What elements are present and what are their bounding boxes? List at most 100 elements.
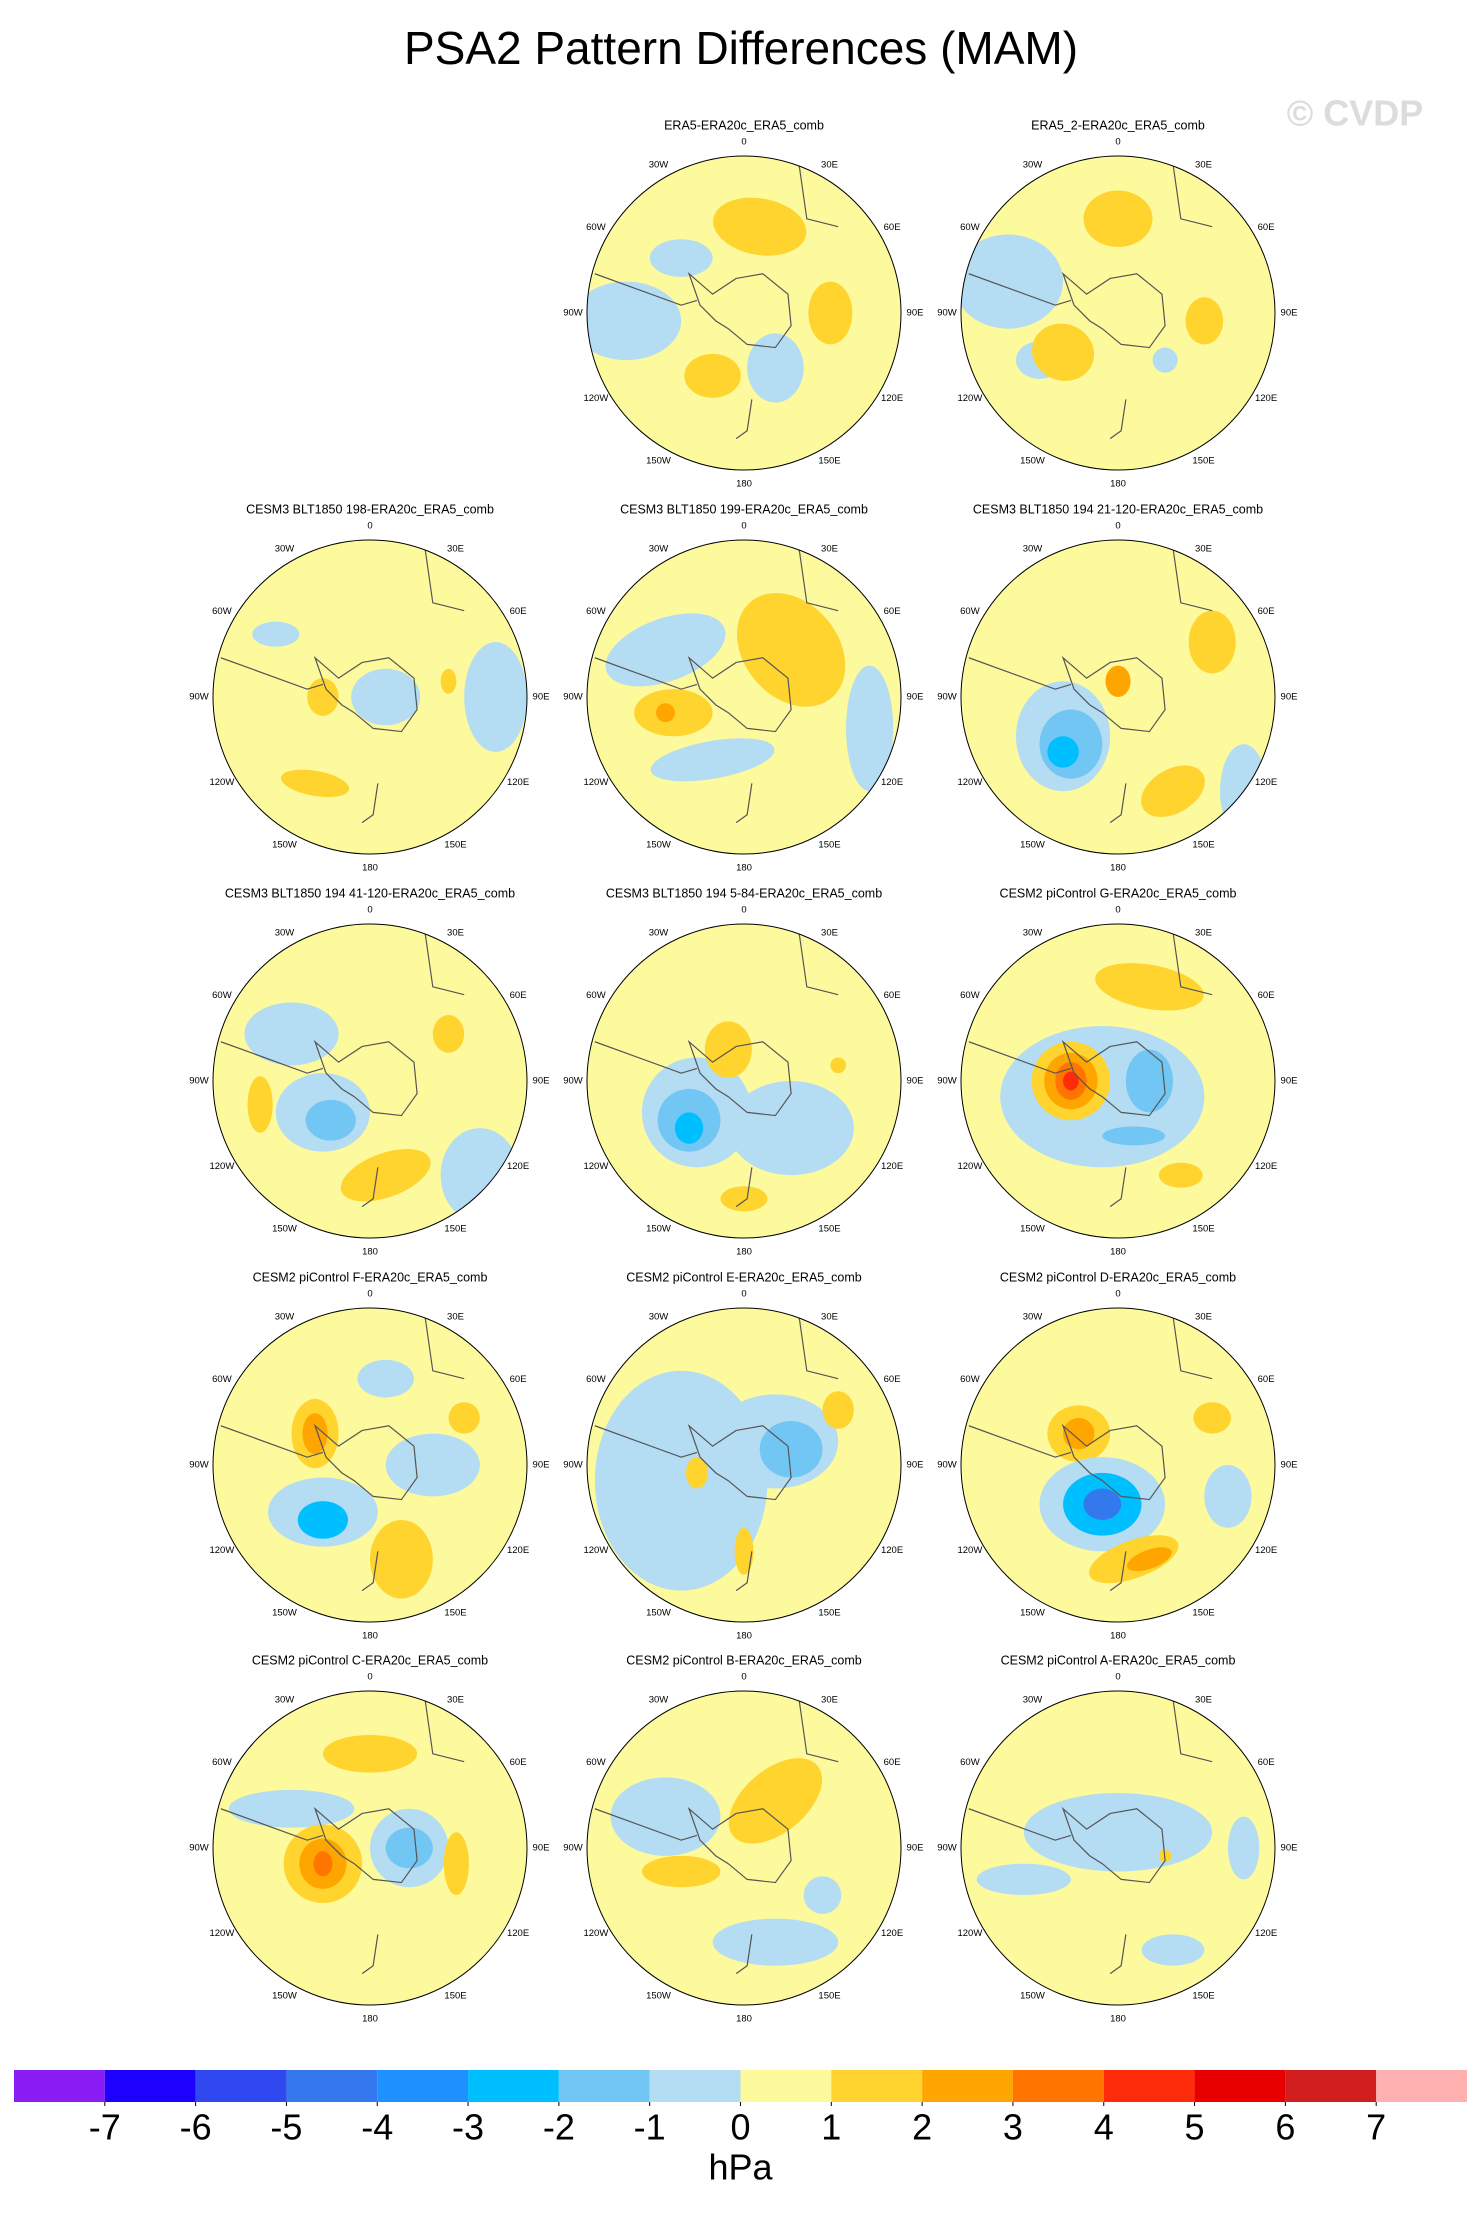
longitude-label: 60E <box>884 990 901 1001</box>
longitude-label: 180 <box>1110 479 1126 490</box>
panel-title: CESM3 BLT1850 198-ERA20c_ERA5_comb <box>246 502 494 516</box>
longitude-label: 60E <box>884 222 901 233</box>
longitude-label: 30W <box>649 927 669 938</box>
longitude-label: 60W <box>212 1757 232 1768</box>
longitude-label: 150E <box>444 1224 466 1235</box>
coastline <box>361 783 379 824</box>
coastline <box>968 1425 1072 1458</box>
longitude-label: 60W <box>212 1374 232 1385</box>
map-field <box>961 924 1275 1238</box>
coastline <box>594 1041 698 1074</box>
coastline <box>220 1425 324 1458</box>
longitude-label: 60E <box>1258 222 1275 233</box>
watermark: © CVDP <box>1287 93 1424 134</box>
longitude-label: 150W <box>1020 1608 1045 1619</box>
colorbar-box <box>14 2070 105 2102</box>
map-border <box>960 1690 1276 2006</box>
longitude-label: 60E <box>510 1374 527 1385</box>
contour-region <box>340 1149 431 1202</box>
longitude-label: 150E <box>1192 840 1214 851</box>
longitude-label: 120E <box>507 1161 529 1172</box>
longitude-label: 60W <box>960 606 980 617</box>
map-panel: CESM2 piControl C-ERA20c_ERA5_comb 0 30E 60… <box>189 1653 549 2024</box>
coastline <box>361 1167 379 1208</box>
longitude-label: 150E <box>818 1224 840 1235</box>
contour-region <box>685 1457 708 1489</box>
contour-region <box>587 281 682 361</box>
contour-region <box>1188 610 1236 674</box>
map-border <box>212 923 528 1239</box>
longitude-label: 30W <box>1023 927 1043 938</box>
contour-region <box>728 1081 854 1176</box>
map-background <box>213 1308 527 1622</box>
map-border <box>960 1307 1276 1623</box>
colorbar-box <box>740 2070 832 2102</box>
longitude-label: 0 <box>367 521 372 532</box>
contour-region <box>351 668 421 726</box>
longitude-label: 90E <box>533 1460 550 1471</box>
contour-region <box>759 1421 823 1478</box>
map-field <box>961 1308 1275 1622</box>
map-panel: CESM3 BLT1850 194 5-84-ERA20c_ERA5_comb 0… <box>563 886 923 1257</box>
map-panel: CESM3 BLT1850 198-ERA20c_ERA5_comb 0 30E 60… <box>189 502 549 873</box>
map-field <box>961 1691 1275 2005</box>
longitude-label: 0 <box>741 521 746 532</box>
longitude-label: 30E <box>821 159 838 170</box>
longitude-label: 90E <box>533 1843 550 1854</box>
map-border <box>212 1690 528 2006</box>
coastline <box>798 163 839 228</box>
longitude-label: 180 <box>362 1631 378 1642</box>
longitude-label: 30W <box>1023 159 1043 170</box>
longitude-label: 120W <box>957 1545 982 1556</box>
map-panel: CESM3 BLT1850 194 21-120-ERA20c_ERA5_com… <box>937 502 1297 873</box>
contour-region <box>976 1863 1071 1896</box>
map-field <box>961 156 1275 470</box>
contour-region <box>1105 665 1131 697</box>
longitude-label: 0 <box>367 1672 372 1683</box>
coastline <box>735 783 753 824</box>
longitude-label: 0 <box>1115 905 1120 916</box>
longitude-label: 120E <box>1255 393 1277 404</box>
contour-region <box>704 1021 752 1078</box>
longitude-label: 150W <box>646 840 671 851</box>
longitude-label: 90W <box>189 1460 209 1471</box>
coastline <box>687 1806 792 1884</box>
map-panel: ERA5_2-ERA20c_ERA5_comb 0 30E 60E 90E 120E 150… <box>937 118 1297 489</box>
colorbar-tick-label: 2 <box>912 2107 932 2148</box>
longitude-label: 30E <box>1195 1311 1212 1322</box>
longitude-label: 150W <box>1020 456 1045 467</box>
coastline <box>220 657 324 690</box>
longitude-label: 90E <box>1281 308 1298 319</box>
colorbar-box <box>1376 2070 1467 2102</box>
longitude-label: 180 <box>1110 1631 1126 1642</box>
contour-region <box>322 1734 418 1773</box>
longitude-label: 30E <box>821 1694 838 1705</box>
map-field <box>213 924 527 1238</box>
colorbar-box <box>831 2070 923 2102</box>
longitude-label: 0 <box>367 905 372 916</box>
colorbar-box <box>558 2070 650 2102</box>
longitude-label: 180 <box>362 2014 378 2025</box>
longitude-label: 150E <box>1192 1608 1214 1619</box>
longitude-label: 150E <box>1192 1224 1214 1235</box>
longitude-label: 90E <box>907 692 924 703</box>
longitude-label: 60W <box>960 1374 980 1385</box>
longitude-label: 150W <box>1020 1991 1045 2002</box>
coastline <box>735 1551 753 1592</box>
colorbar-tick-label: -3 <box>452 2107 484 2148</box>
longitude-label: 150E <box>444 1608 466 1619</box>
longitude-label: 90E <box>1281 1076 1298 1087</box>
contour-region <box>1083 1488 1122 1520</box>
longitude-label: 90W <box>189 1843 209 1854</box>
longitude-label: 180 <box>362 863 378 874</box>
map-border <box>586 539 902 855</box>
longitude-label: 120W <box>957 1928 982 1939</box>
longitude-label: 180 <box>736 2014 752 2025</box>
longitude-label: 120W <box>583 1928 608 1939</box>
longitude-label: 120W <box>583 1161 608 1172</box>
contour-region <box>313 1851 333 1877</box>
panel-title: CESM2 piControl B-ERA20c_ERA5_comb <box>626 1653 862 1667</box>
contour-region <box>1063 1071 1079 1091</box>
longitude-label: 30W <box>649 1311 669 1322</box>
longitude-label: 120W <box>957 777 982 788</box>
